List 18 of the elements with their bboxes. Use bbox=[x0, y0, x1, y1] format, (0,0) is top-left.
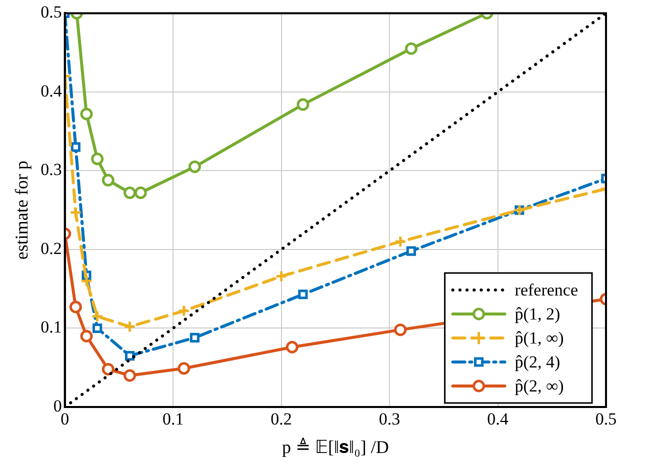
x-tick-label: 0.2 bbox=[270, 410, 292, 429]
x-tick-label: 0.3 bbox=[378, 410, 400, 429]
y-tick-label: 0 bbox=[53, 396, 62, 416]
legend-label: reference bbox=[514, 280, 578, 300]
y-tick-label: 0.3 bbox=[40, 160, 62, 180]
legend-label: p̂(1, 2) bbox=[514, 304, 560, 324]
legend-label: p̂(2, ∞) bbox=[514, 376, 564, 396]
x-tick-label: 0.4 bbox=[487, 410, 509, 429]
x-axis-title: p ≜ 𝔼[‖𝐬‖₀] /D bbox=[282, 436, 389, 457]
y-axis-title: estimate for p bbox=[12, 160, 32, 260]
y-tick-label: 0.2 bbox=[40, 238, 62, 258]
x-tick-label: 0.1 bbox=[162, 410, 184, 429]
y-tick-label: 0.4 bbox=[40, 81, 62, 100]
x-tick-label: 0.5 bbox=[595, 410, 617, 429]
legend-label: p̂(1, ∞) bbox=[514, 328, 564, 348]
y-tick-label: 0.5 bbox=[40, 2, 62, 22]
y-tick-label: 0.1 bbox=[40, 318, 62, 337]
legend-label: p̂(2, 4) bbox=[514, 352, 560, 372]
